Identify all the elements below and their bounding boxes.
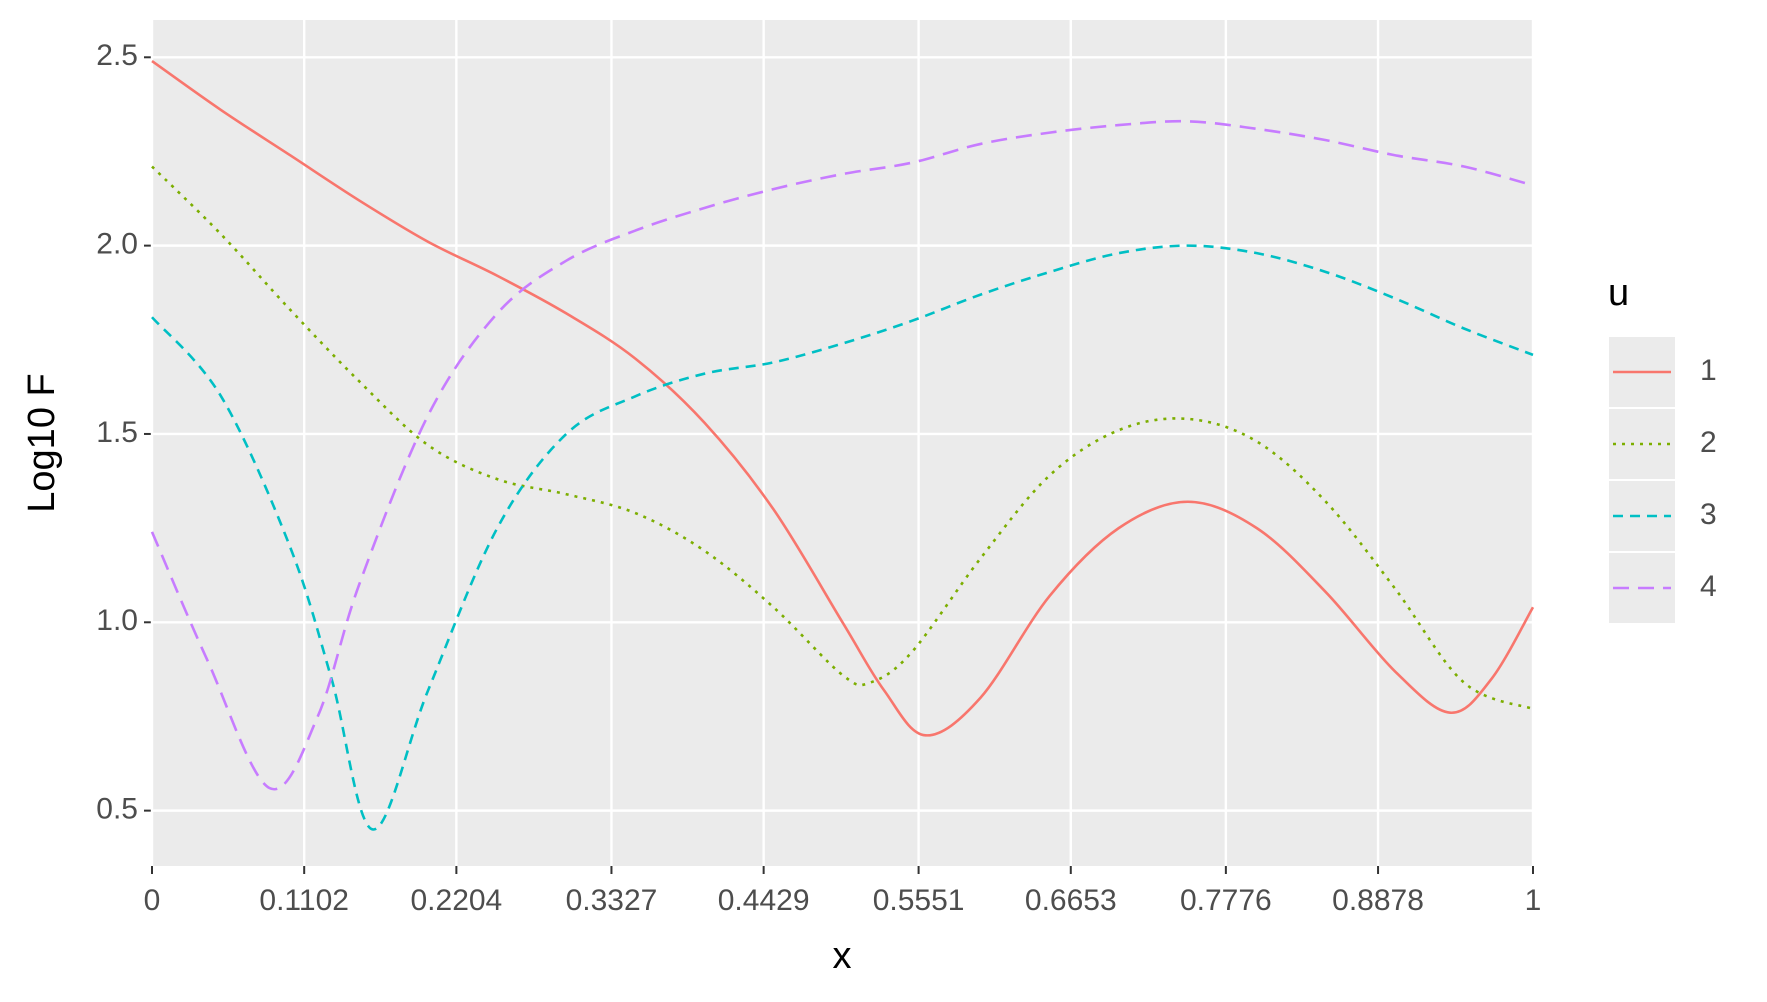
x-tick-label: 1 xyxy=(1525,884,1542,917)
x-tick-label: 0.2204 xyxy=(410,884,502,917)
legend-label: 2 xyxy=(1700,426,1717,459)
y-tick-label: 1.5 xyxy=(96,416,138,449)
x-tick-label: 0.4429 xyxy=(718,884,810,917)
x-tick-label: 0 xyxy=(144,884,161,917)
legend-label: 4 xyxy=(1700,570,1717,603)
y-tick-label: 0.5 xyxy=(96,793,138,826)
y-tick-label: 2.0 xyxy=(96,228,138,261)
series-line xyxy=(151,59,1535,737)
x-tick-label: 0.3327 xyxy=(566,884,658,917)
x-tick-label: 0.5551 xyxy=(873,884,965,917)
x-tick-label: 0.7776 xyxy=(1180,884,1272,917)
legend-title: u xyxy=(1608,272,1629,314)
x-tick-label: 0.8878 xyxy=(1332,884,1424,917)
y-axis-title: Log10 F xyxy=(21,373,63,512)
panel xyxy=(152,20,1533,866)
y-tick-label: 1.0 xyxy=(96,604,138,637)
x-tick-label: 0.6653 xyxy=(1025,884,1117,917)
y-tick-label: 2.5 xyxy=(96,39,138,72)
series-line xyxy=(150,119,1534,791)
x-tick-label: 0.1102 xyxy=(259,884,349,917)
legend-label: 1 xyxy=(1700,354,1717,387)
legend-label: 3 xyxy=(1700,498,1717,531)
x-axis-title: x xyxy=(833,935,852,977)
